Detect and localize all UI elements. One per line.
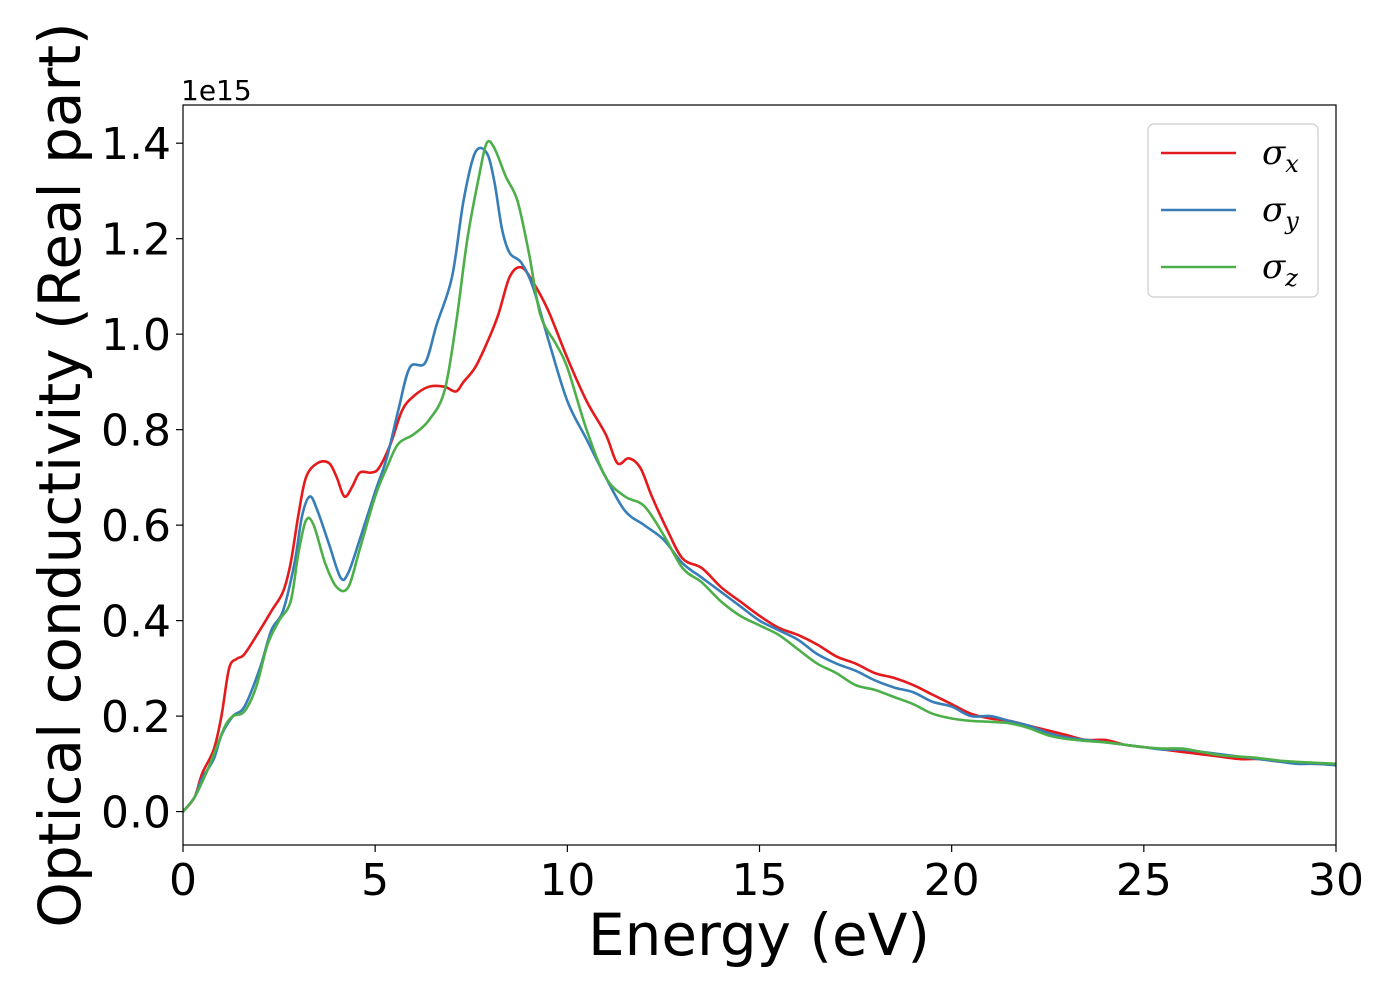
x-tick-label: 20 — [924, 855, 980, 906]
y-tick-label: 1.2 — [101, 215, 171, 266]
y-tick-label: 0.4 — [101, 597, 171, 648]
y-offset-text: 1e15 — [181, 74, 252, 107]
y-axis: 0.0 0.2 0.4 0.6 0.8 1.0 1.2 1.4 — [101, 119, 183, 839]
y-tick-label: 0.6 — [101, 501, 171, 552]
x-tick-label: 0 — [169, 855, 197, 906]
y-axis-title: Optical conductivity (Real part) — [26, 22, 94, 927]
y-tick-label: 0.2 — [101, 692, 171, 743]
legend-label-x: σx — [1262, 133, 1299, 178]
series-line-z — [183, 139, 1336, 813]
legend-label-z: σz — [1262, 247, 1298, 292]
x-axis-title: Energy (eV) — [588, 901, 930, 969]
legend: σx σy σz — [1147, 123, 1319, 298]
y-tick-label: 1.0 — [101, 310, 171, 361]
x-tick-label: 10 — [539, 855, 595, 906]
legend-label-y: σy — [1262, 190, 1299, 235]
x-axis: 0 5 10 15 20 25 30 — [169, 845, 1364, 906]
plot-area — [182, 104, 1337, 846]
series-layer — [183, 139, 1336, 813]
x-tick-label: 25 — [1116, 855, 1172, 906]
x-tick-label: 15 — [732, 855, 788, 906]
y-tick-label: 1.4 — [101, 119, 171, 170]
x-tick-label: 5 — [361, 855, 389, 906]
y-tick-label: 0.8 — [101, 406, 171, 457]
x-tick-label: 30 — [1308, 855, 1364, 906]
y-tick-label: 0.0 — [101, 788, 171, 839]
